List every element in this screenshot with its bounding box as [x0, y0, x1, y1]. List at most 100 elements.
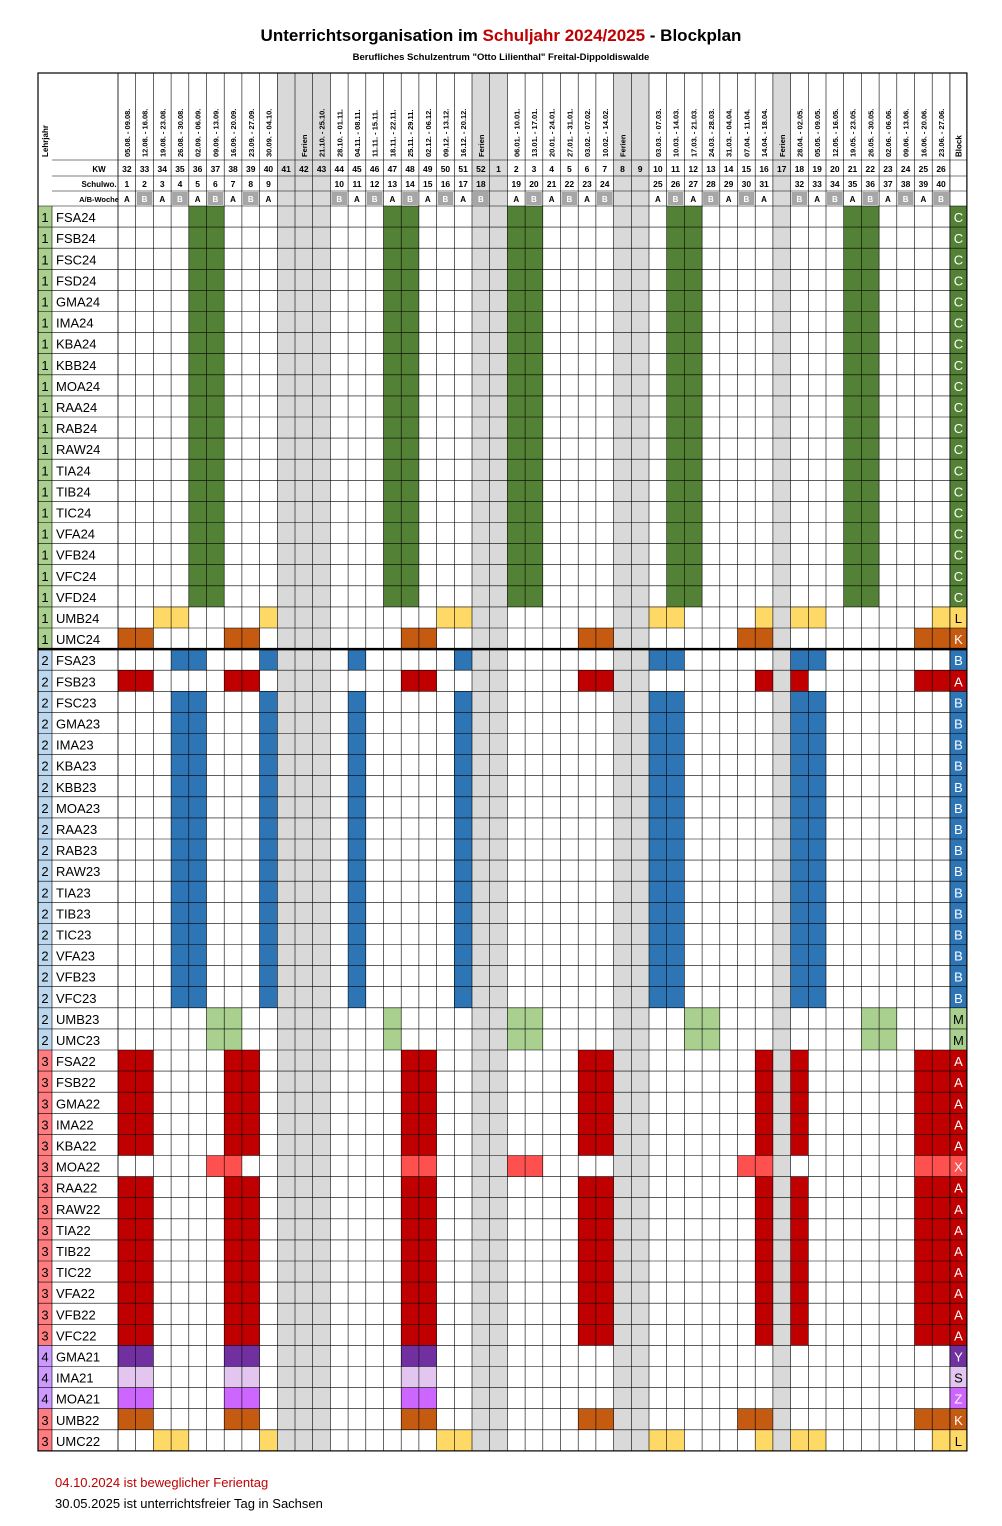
block-letter: C	[954, 527, 963, 542]
ab-week-cell	[437, 192, 454, 205]
lehrjahr-cell	[38, 395, 52, 417]
block-week-cell	[666, 290, 685, 312]
block-week-cell	[259, 817, 278, 839]
block-week-cell	[241, 1345, 260, 1367]
ab-week-cell	[207, 192, 224, 205]
block-week-cell	[259, 881, 278, 903]
block-letter-cell	[949, 839, 967, 861]
block-week-cell	[206, 290, 225, 312]
block-week-cell	[241, 1134, 260, 1156]
kw-number: 32	[122, 164, 132, 174]
school-week-number: 23	[582, 179, 592, 189]
block-week-cell	[224, 1324, 242, 1346]
lehrjahr-number: 2	[41, 1012, 48, 1027]
block-week-cell	[436, 606, 455, 628]
block-week-cell	[932, 1092, 950, 1114]
header-week-dates: 28.04. - 02.05.	[795, 109, 804, 157]
block-week-cell	[241, 1071, 260, 1093]
block-letter: C	[954, 421, 963, 436]
kw-number: 51	[458, 164, 468, 174]
block-week-cell	[383, 227, 402, 249]
block-week-cell	[454, 649, 472, 671]
lehrjahr-number: 2	[41, 674, 48, 689]
lehrjahr-cell	[38, 543, 52, 565]
block-week-cell	[932, 670, 950, 692]
block-week-cell	[666, 480, 685, 502]
block-week-cell	[790, 1071, 809, 1093]
block-week-cell	[525, 585, 543, 607]
block-week-cell	[259, 923, 278, 945]
ab-week-letter: B	[443, 195, 449, 204]
block-week-cell	[755, 1261, 773, 1283]
block-week-cell	[808, 944, 826, 966]
block-week-cell	[153, 606, 172, 628]
block-week-cell	[188, 374, 207, 396]
block-week-cell	[684, 374, 703, 396]
block-week-cell	[118, 1197, 136, 1219]
header-ferien: Ferien	[778, 134, 787, 157]
block-week-cell	[418, 670, 437, 692]
block-week-cell	[507, 417, 526, 439]
block-week-cell	[135, 670, 154, 692]
ab-week-letter: B	[142, 195, 148, 204]
block-week-cell	[525, 227, 543, 249]
header-ferien: Ferien	[618, 134, 627, 157]
block-week-cell	[649, 691, 667, 713]
block-week-cell	[843, 311, 862, 333]
block-letter-cell	[949, 775, 967, 797]
block-week-cell	[914, 1113, 933, 1135]
block-week-cell	[118, 1261, 136, 1283]
ab-week-letter: B	[832, 195, 838, 204]
kw-number: 46	[370, 164, 380, 174]
ab-week-cell	[561, 192, 578, 205]
block-week-cell	[259, 733, 278, 755]
block-week-cell	[790, 775, 809, 797]
block-week-cell	[454, 691, 472, 713]
block-letter: B	[954, 970, 963, 985]
block-week-cell	[135, 1387, 154, 1409]
block-week-cell	[649, 839, 667, 861]
ab-week-letter: A	[513, 195, 519, 204]
block-week-cell	[171, 965, 189, 987]
block-week-cell	[525, 1007, 543, 1029]
block-letter-cell	[949, 1408, 967, 1430]
block-week-cell	[525, 501, 543, 523]
block-week-cell	[401, 417, 419, 439]
class-name: UMC23	[56, 1033, 100, 1048]
lehrjahr-cell	[38, 1155, 52, 1177]
block-week-cell	[649, 944, 667, 966]
block-week-cell	[932, 1429, 950, 1451]
block-week-cell	[383, 332, 402, 354]
block-week-cell	[118, 1366, 136, 1388]
block-week-cell	[932, 1408, 950, 1430]
block-week-cell	[507, 395, 526, 417]
block-letter: K	[954, 1413, 963, 1428]
block-week-cell	[755, 1176, 773, 1198]
block-week-cell	[188, 839, 207, 861]
block-letter-cell	[949, 649, 967, 671]
block-letter: C	[954, 210, 963, 225]
block-week-cell	[932, 1239, 950, 1261]
class-name: UMB24	[56, 611, 99, 626]
lehrjahr-number: 2	[41, 759, 48, 774]
block-week-cell	[507, 248, 526, 270]
ab-week-letter: A	[124, 195, 130, 204]
block-week-cell	[206, 480, 225, 502]
block-week-cell	[383, 438, 402, 460]
ab-week-letter: B	[743, 195, 749, 204]
class-name: IMA24	[56, 316, 94, 331]
block-week-cell	[418, 1282, 437, 1304]
block-week-cell	[649, 606, 667, 628]
block-week-cell	[259, 775, 278, 797]
block-week-cell	[401, 248, 419, 270]
lehrjahr-number: 1	[41, 210, 48, 225]
lehrjahr-number: 1	[41, 632, 48, 647]
ab-week-letter: A	[389, 195, 395, 204]
block-letter-cell	[949, 564, 967, 586]
block-week-cell	[454, 796, 472, 818]
lehrjahr-number: 4	[41, 1350, 48, 1365]
ab-week-cell	[933, 192, 949, 205]
block-week-cell	[418, 1408, 437, 1430]
block-week-cell	[135, 1113, 154, 1135]
block-week-cell	[507, 1007, 526, 1029]
